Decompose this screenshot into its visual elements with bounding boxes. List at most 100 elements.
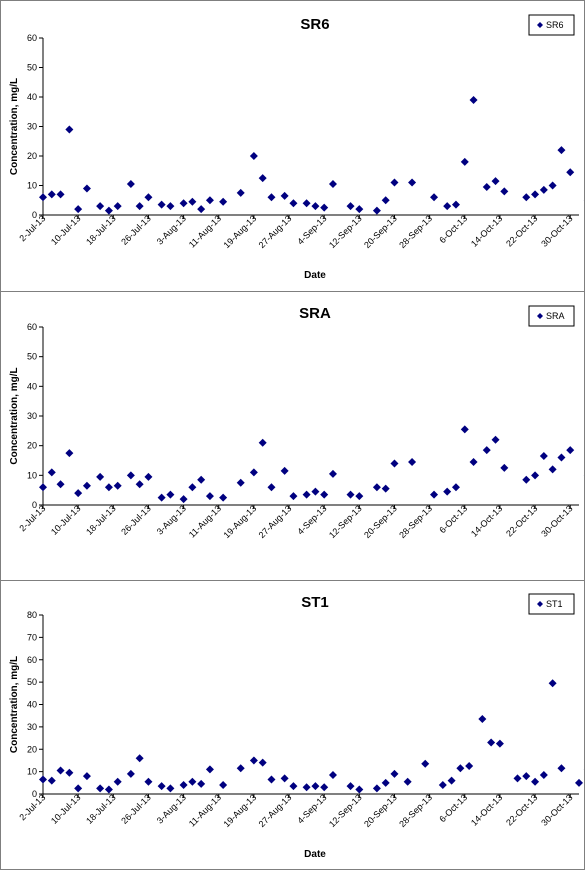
data-point [430, 491, 438, 499]
data-point [320, 783, 328, 791]
chart-title: SR6 [300, 16, 329, 33]
legend-label: SR6 [546, 20, 564, 30]
data-point [136, 480, 144, 488]
data-point [320, 204, 328, 212]
data-point [557, 454, 565, 462]
data-point [461, 425, 469, 433]
x-tick-label: 30-Oct-13 [539, 213, 574, 248]
data-point [382, 485, 390, 493]
x-tick-label: 6-Oct-13 [437, 503, 469, 535]
data-point [206, 196, 214, 204]
x-tick-label: 26-Jul-13 [119, 213, 153, 247]
data-point [531, 778, 539, 786]
data-point [237, 189, 245, 197]
data-point [267, 193, 275, 201]
data-point [180, 495, 188, 503]
y-tick-label: 10 [27, 470, 37, 480]
data-point [320, 491, 328, 499]
data-point [158, 201, 166, 209]
y-tick-label: 60 [27, 322, 37, 332]
data-point [105, 483, 113, 491]
x-tick-label: 4-Sep-13 [295, 213, 328, 246]
data-point [289, 199, 297, 207]
data-point [250, 756, 258, 764]
y-tick-label: 50 [27, 677, 37, 687]
data-point [311, 202, 319, 210]
x-tick-label: 27-Aug-13 [257, 792, 294, 829]
data-point [373, 483, 381, 491]
data-point [390, 179, 398, 187]
data-point [96, 473, 104, 481]
data-point [65, 125, 73, 133]
data-point [180, 781, 188, 789]
data-point [105, 207, 113, 215]
data-point [57, 767, 65, 775]
x-tick-label: 14-Oct-13 [469, 503, 504, 538]
data-point [549, 465, 557, 473]
x-tick-label: 30-Oct-13 [539, 792, 574, 827]
data-point [456, 764, 464, 772]
x-tick-label: 20-Sep-13 [362, 213, 399, 250]
x-tick-label: 10-Jul-13 [49, 213, 83, 247]
data-point [461, 158, 469, 166]
data-point [166, 202, 174, 210]
data-point [382, 196, 390, 204]
y-tick-label: 70 [27, 632, 37, 642]
data-point [355, 205, 363, 213]
data-point [206, 492, 214, 500]
x-tick-label: 20-Sep-13 [362, 792, 399, 829]
chart-title: SRA [299, 305, 331, 322]
data-point [439, 781, 447, 789]
data-point [549, 182, 557, 190]
chart-title: ST1 [301, 594, 329, 611]
data-point [452, 483, 460, 491]
data-point [197, 476, 205, 484]
data-point [237, 764, 245, 772]
data-point [496, 740, 504, 748]
data-point [566, 446, 574, 454]
data-point [478, 715, 486, 723]
data-point [390, 770, 398, 778]
x-tick-label: 10-Jul-13 [49, 503, 83, 537]
x-tick-label: 22-Oct-13 [504, 213, 539, 248]
data-point [281, 774, 289, 782]
data-point [48, 777, 56, 785]
x-tick-label: 18-Jul-13 [84, 503, 118, 537]
data-point [465, 762, 473, 770]
data-point [144, 473, 152, 481]
y-tick-label: 50 [27, 352, 37, 362]
data-point [158, 494, 166, 502]
data-point [74, 205, 82, 213]
data-point [303, 199, 311, 207]
x-tick-label: 14-Oct-13 [469, 213, 504, 248]
data-point [96, 784, 104, 792]
data-point [303, 491, 311, 499]
data-point [404, 778, 412, 786]
data-point [188, 483, 196, 491]
x-tick-label: 19-Aug-13 [222, 792, 259, 829]
y-axis-label: Concentration, mg/L [9, 78, 20, 175]
data-point [500, 464, 508, 472]
x-tick-label: 12-Sep-13 [327, 503, 364, 540]
x-tick-label: 28-Sep-13 [397, 503, 434, 540]
data-point [289, 782, 297, 790]
data-point [483, 183, 491, 191]
data-point [311, 488, 319, 496]
y-tick-label: 20 [27, 151, 37, 161]
x-tick-label: 28-Sep-13 [397, 213, 434, 250]
data-point [373, 207, 381, 215]
data-point [65, 769, 73, 777]
data-point [180, 199, 188, 207]
x-tick-label: 27-Aug-13 [257, 213, 294, 250]
data-point [136, 754, 144, 762]
data-point [144, 778, 152, 786]
data-point [408, 179, 416, 187]
data-point [303, 783, 311, 791]
x-tick-label: 28-Sep-13 [397, 792, 434, 829]
x-tick-label: 26-Jul-13 [119, 792, 153, 826]
x-tick-label: 18-Jul-13 [84, 792, 118, 826]
data-point [281, 467, 289, 475]
x-tick-label: 12-Sep-13 [327, 213, 364, 250]
